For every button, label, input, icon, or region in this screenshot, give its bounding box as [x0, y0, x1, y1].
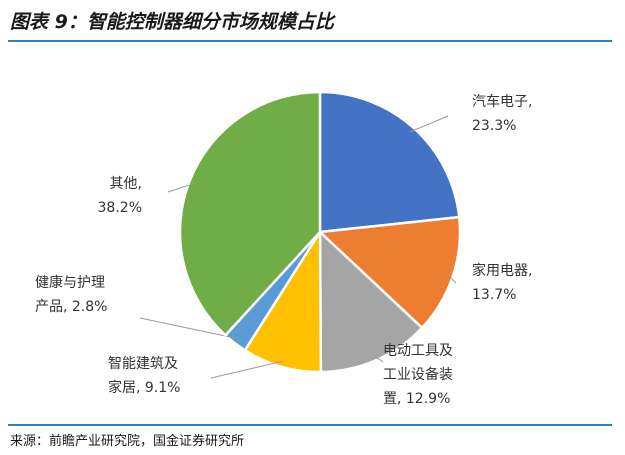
- slice-label: 电动工具及工业设备装置, 12.9%: [383, 343, 453, 407]
- leader-line: [373, 354, 384, 363]
- pie-slice: [243, 227, 323, 374]
- source-rule: [8, 424, 612, 426]
- slice-label: 其他, 38.2%: [98, 176, 142, 216]
- pie-slice: [178, 90, 322, 338]
- pie-slice: [317, 215, 462, 330]
- pie-slice: [318, 229, 424, 374]
- leader-line: [447, 274, 457, 284]
- slice-label: 汽车电子, 23.3%: [472, 93, 532, 134]
- slice-label: 健康与护理产品, 2.8%: [35, 274, 107, 315]
- figure-title: 图表 9：智能控制器细分市场规模占比: [10, 11, 334, 33]
- pie-slice: [318, 90, 461, 234]
- leader-line: [139, 317, 239, 340]
- leader-line: [167, 182, 195, 193]
- title-rule: [8, 40, 612, 42]
- source-note: 来源：前瞻产业研究院，国金证券研究所: [10, 434, 245, 449]
- slice-label: 智能建筑及家居, 9.1%: [108, 356, 180, 396]
- leader-line: [409, 115, 449, 133]
- slice-label: 家用电器, 13.7%: [472, 262, 532, 303]
- leader-line: [210, 360, 284, 379]
